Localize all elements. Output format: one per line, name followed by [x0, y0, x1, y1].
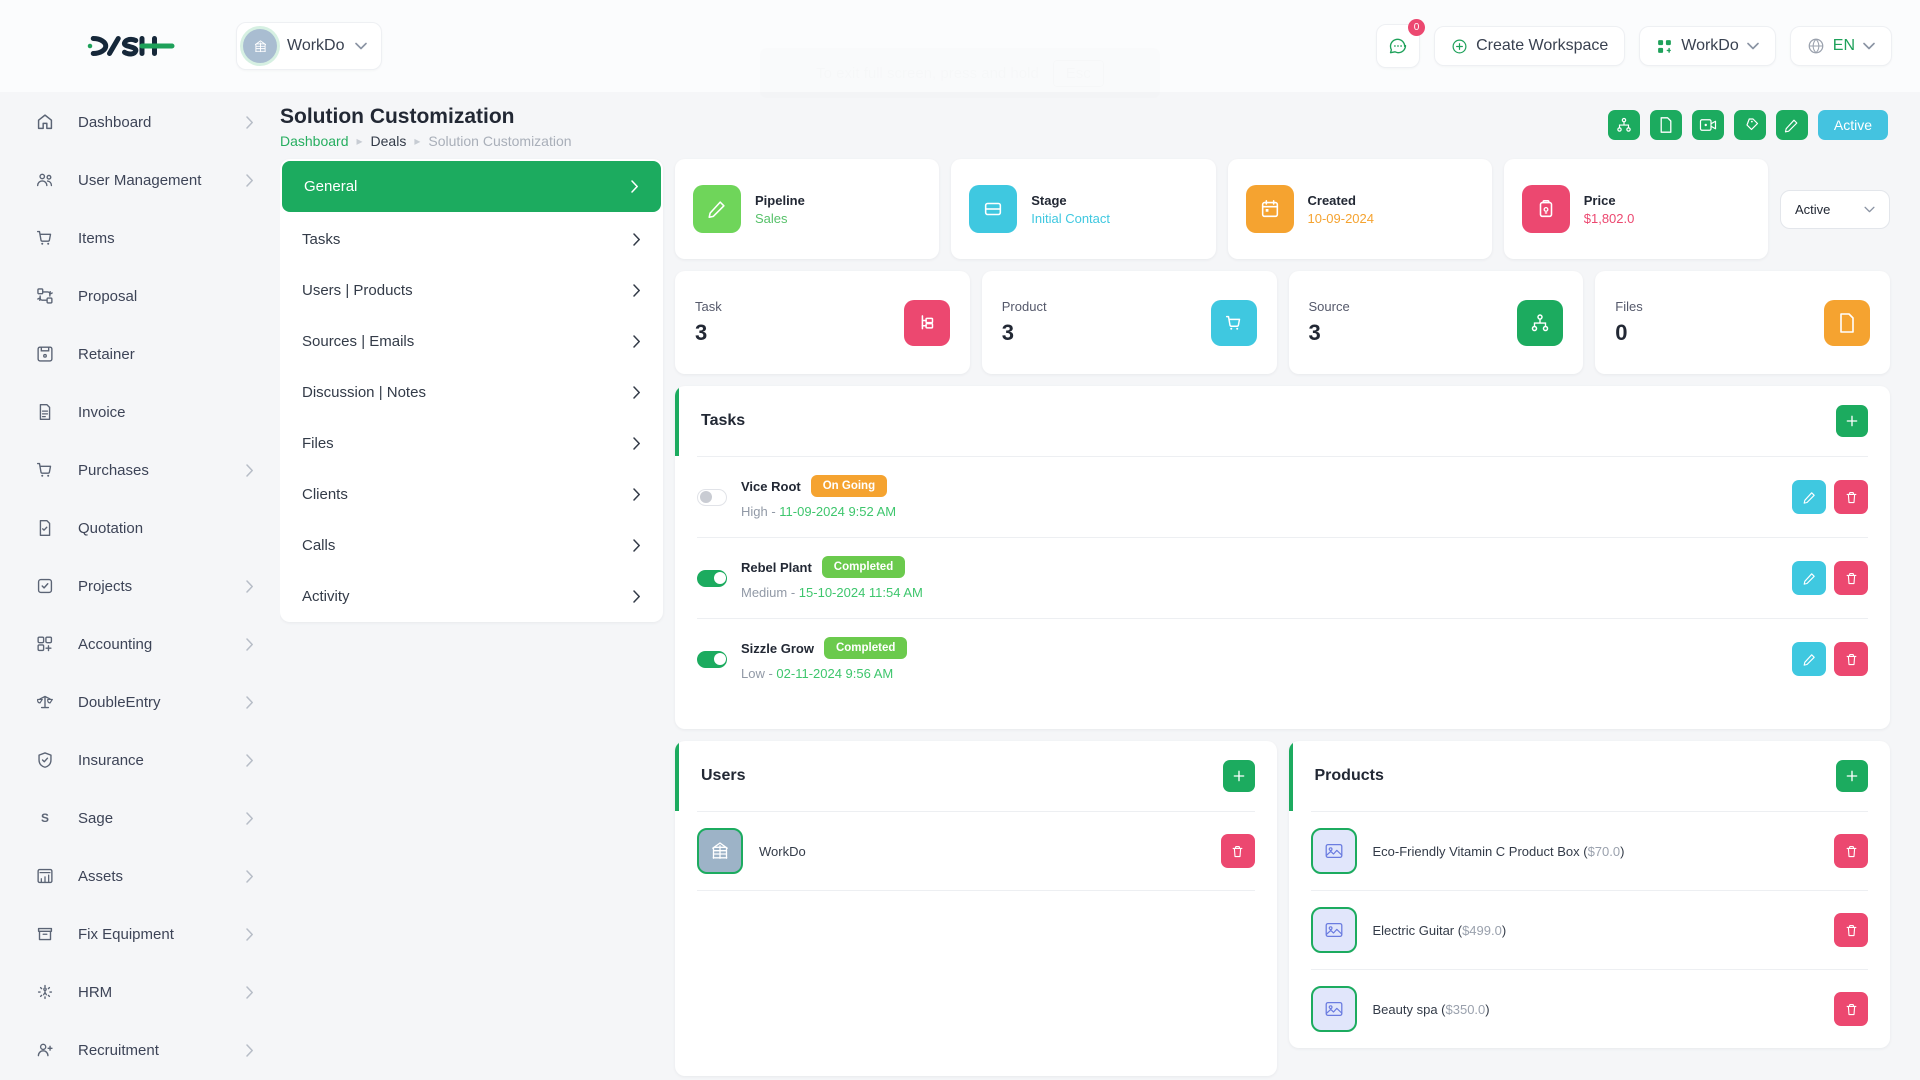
svg-text:S: S: [41, 811, 49, 825]
